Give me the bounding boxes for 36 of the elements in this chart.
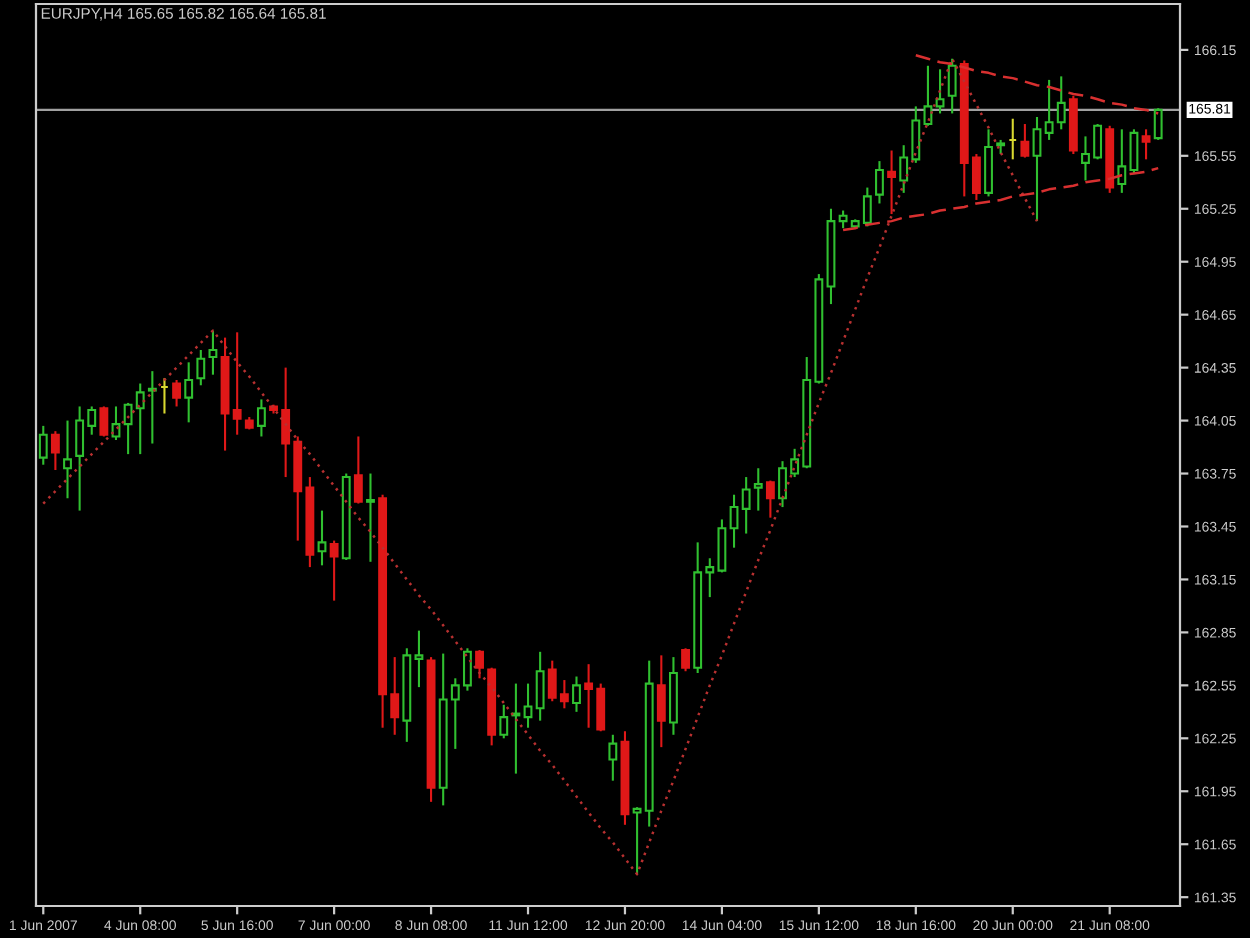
candlestick [1020, 122, 1030, 159]
candlestick [208, 329, 218, 376]
candlestick [947, 57, 957, 115]
candlestick [887, 149, 897, 216]
line-series [841, 166, 1160, 232]
candlestick [729, 493, 739, 549]
candlestick [232, 331, 242, 436]
candlestick [256, 398, 266, 438]
candlestick [317, 509, 327, 567]
candlestick [765, 479, 775, 519]
candlestick [50, 430, 60, 472]
candlestick [1141, 128, 1151, 161]
candlestick [535, 650, 545, 722]
candlestick [184, 361, 194, 424]
candlestick [366, 472, 375, 563]
candlestick [196, 348, 206, 387]
candlestick [353, 435, 363, 505]
candlestick [1117, 128, 1127, 194]
candlestick [1129, 128, 1139, 175]
candlestick [1032, 115, 1042, 223]
candlestick [608, 733, 618, 782]
candlestick [63, 419, 72, 500]
line-series [914, 53, 1160, 115]
line-series [42, 57, 1039, 876]
candlestick [499, 703, 509, 740]
candlestick [38, 424, 48, 466]
candlestick [681, 647, 690, 673]
candlestick [984, 128, 993, 198]
candlestick [329, 539, 339, 602]
candlestick [523, 682, 533, 729]
candlestick [656, 654, 666, 749]
candlestick [572, 675, 581, 713]
candlestick [414, 629, 424, 689]
candlestick [1153, 107, 1163, 141]
candlestick [99, 405, 109, 438]
candlestick [172, 378, 182, 408]
